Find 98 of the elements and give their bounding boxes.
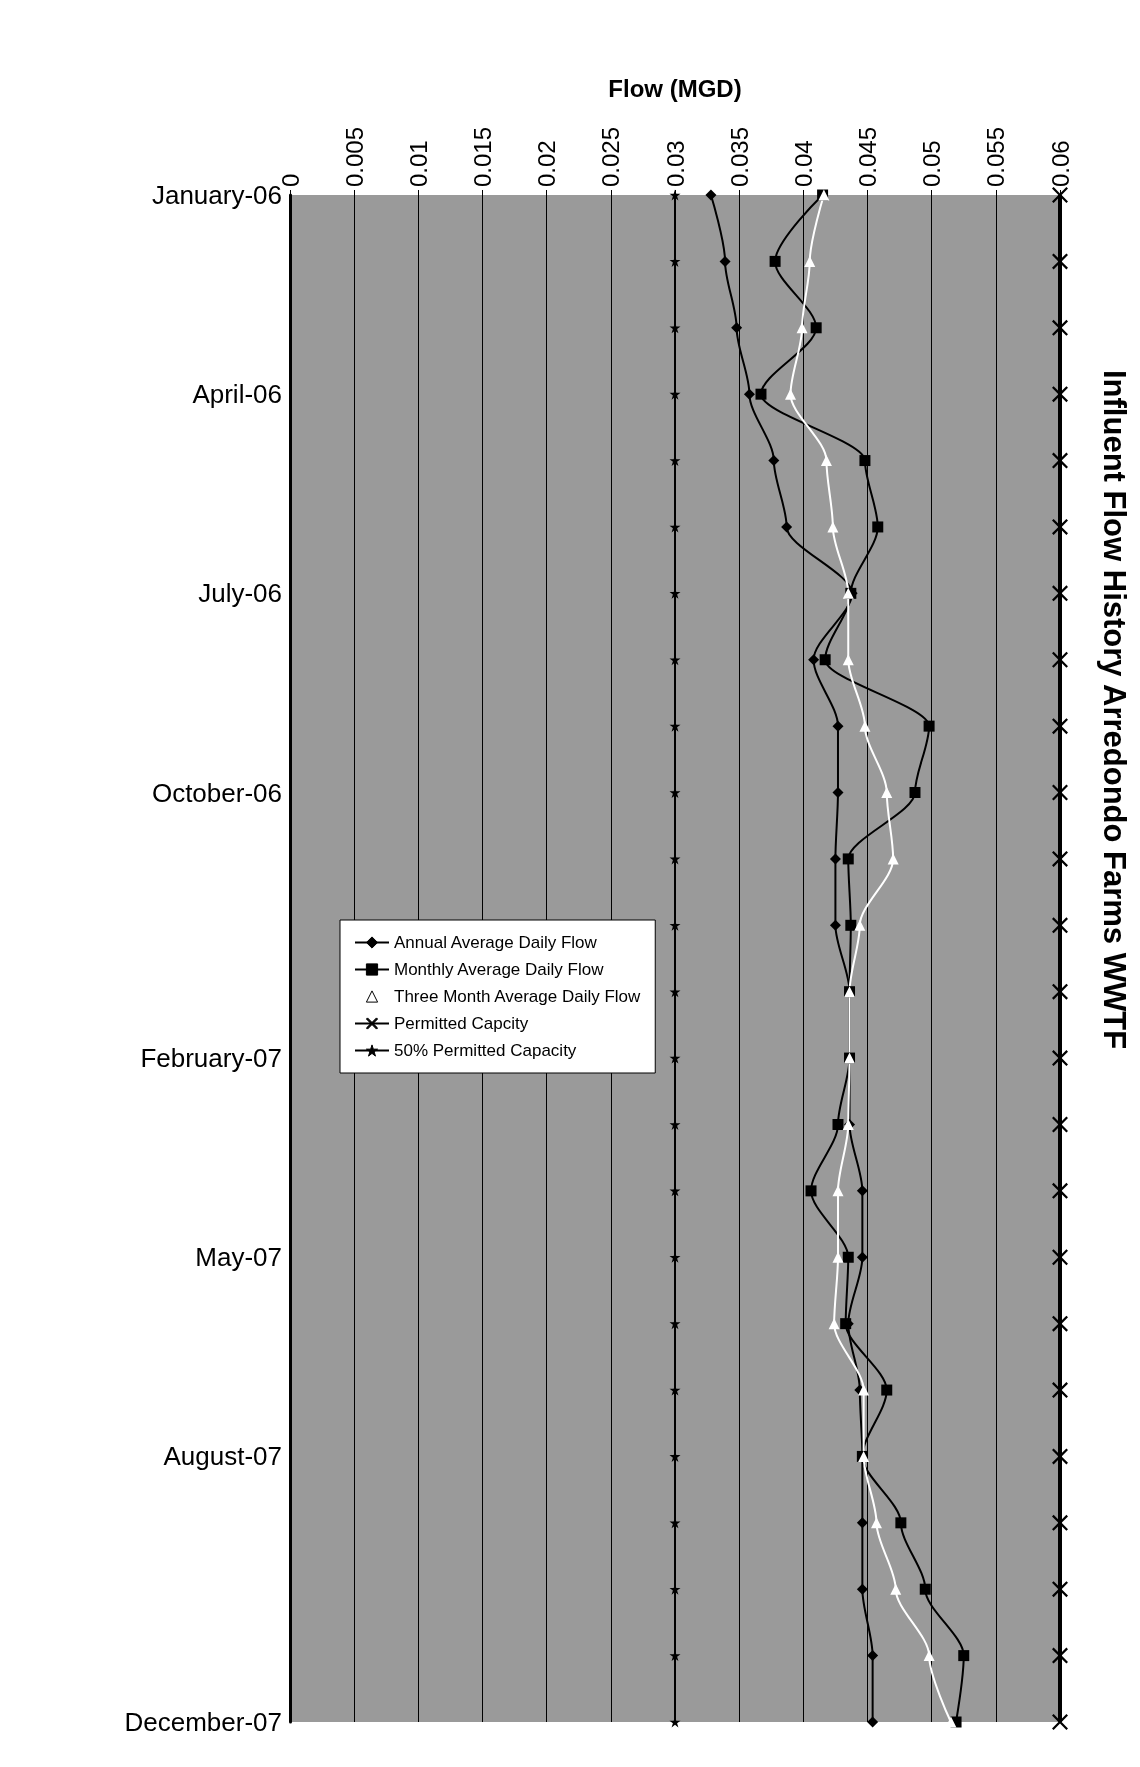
point	[881, 1384, 893, 1396]
point	[820, 455, 832, 467]
y-tick-label: February-07	[140, 1043, 282, 1074]
legend-label: Monthly Average Daily Flow	[394, 960, 605, 979]
x-tick-label: 0.01	[404, 140, 432, 187]
point	[796, 322, 808, 334]
point	[1052, 452, 1068, 469]
point	[895, 1517, 907, 1529]
point	[1052, 1116, 1068, 1133]
point	[832, 787, 844, 799]
point	[1052, 253, 1068, 270]
y-tick-label: August-07	[163, 1441, 282, 1472]
y-tick-label: July-06	[198, 578, 282, 609]
point	[829, 919, 841, 931]
point	[1052, 1382, 1068, 1399]
point	[832, 1118, 844, 1130]
point	[890, 1583, 902, 1595]
point	[1052, 651, 1068, 668]
legend-label: Permitted Capcity	[394, 1014, 529, 1033]
y-tick-label: April-06	[192, 379, 282, 410]
point	[827, 521, 839, 533]
point	[854, 919, 866, 931]
point	[842, 853, 854, 865]
point	[1052, 983, 1068, 1000]
point	[1052, 784, 1068, 801]
legend-label: Three Month Average Daily Flow	[394, 987, 642, 1006]
point	[769, 255, 781, 267]
point	[819, 654, 831, 666]
x-tick-label: 0.04	[789, 140, 817, 187]
x-tick-label: 0.055	[982, 126, 1010, 187]
point	[845, 919, 857, 931]
point	[1052, 917, 1068, 934]
point	[705, 189, 717, 201]
point	[1052, 1182, 1068, 1199]
point	[731, 322, 743, 334]
point	[1052, 585, 1068, 602]
point	[919, 1583, 931, 1595]
x-tick-label: 0.03	[661, 140, 689, 187]
point	[909, 787, 921, 799]
point	[856, 1583, 868, 1595]
point	[1052, 1249, 1068, 1266]
point	[856, 1251, 868, 1263]
point	[768, 455, 780, 467]
point	[872, 521, 884, 533]
x-tick-label: 0.025	[597, 126, 625, 187]
point	[1052, 187, 1068, 203]
point	[842, 654, 854, 666]
point	[743, 388, 755, 400]
y-tick-label: December-07	[124, 1707, 282, 1737]
point	[870, 1517, 882, 1529]
y-tick-label: May-07	[195, 1242, 282, 1273]
point	[810, 322, 822, 334]
legend-label: Annual Average Daily Flow	[394, 933, 598, 952]
point	[1052, 850, 1068, 867]
x-tick-label: 0.015	[469, 126, 496, 187]
point	[829, 853, 841, 865]
x-tick-label: 0.06	[1046, 140, 1074, 187]
point	[859, 455, 871, 467]
point	[923, 720, 935, 732]
point	[1052, 1448, 1068, 1465]
point	[832, 1185, 844, 1197]
point	[1052, 718, 1068, 735]
point	[832, 720, 844, 732]
point	[1052, 1050, 1068, 1067]
point	[858, 1384, 870, 1396]
point	[859, 720, 871, 732]
point	[1052, 1714, 1068, 1730]
point	[669, 189, 681, 201]
text: Influent Flow History Arredondo Farms WWTF	[1097, 370, 1132, 1050]
point	[805, 1185, 817, 1197]
x-tick-label: 0.02	[533, 140, 561, 187]
point	[1052, 518, 1068, 535]
legend-label: 50% Permitted Capacity	[394, 1041, 577, 1060]
point	[867, 1716, 879, 1728]
x-tick-label: 0.005	[340, 126, 368, 187]
point	[856, 1517, 868, 1529]
x-tick-label: 0.045	[854, 126, 881, 187]
point	[958, 1650, 970, 1662]
point	[856, 1185, 868, 1197]
point	[1052, 386, 1068, 403]
point	[719, 255, 731, 267]
point	[923, 1650, 935, 1662]
x-tick-label: 0.035	[725, 126, 753, 187]
point	[828, 1318, 840, 1330]
point	[755, 388, 767, 400]
point	[1052, 1581, 1068, 1598]
point	[1052, 1315, 1068, 1332]
y-tick-label: October-06	[151, 777, 282, 808]
point	[1052, 1647, 1068, 1664]
point	[842, 1251, 854, 1263]
point	[781, 521, 793, 533]
x-axis-title: Flow (MGD)	[608, 74, 742, 102]
x-tick-label: 0.05	[918, 140, 946, 187]
point	[1052, 1514, 1068, 1531]
point	[867, 1650, 879, 1662]
point	[1052, 319, 1068, 336]
point	[808, 654, 820, 666]
point	[881, 787, 893, 799]
